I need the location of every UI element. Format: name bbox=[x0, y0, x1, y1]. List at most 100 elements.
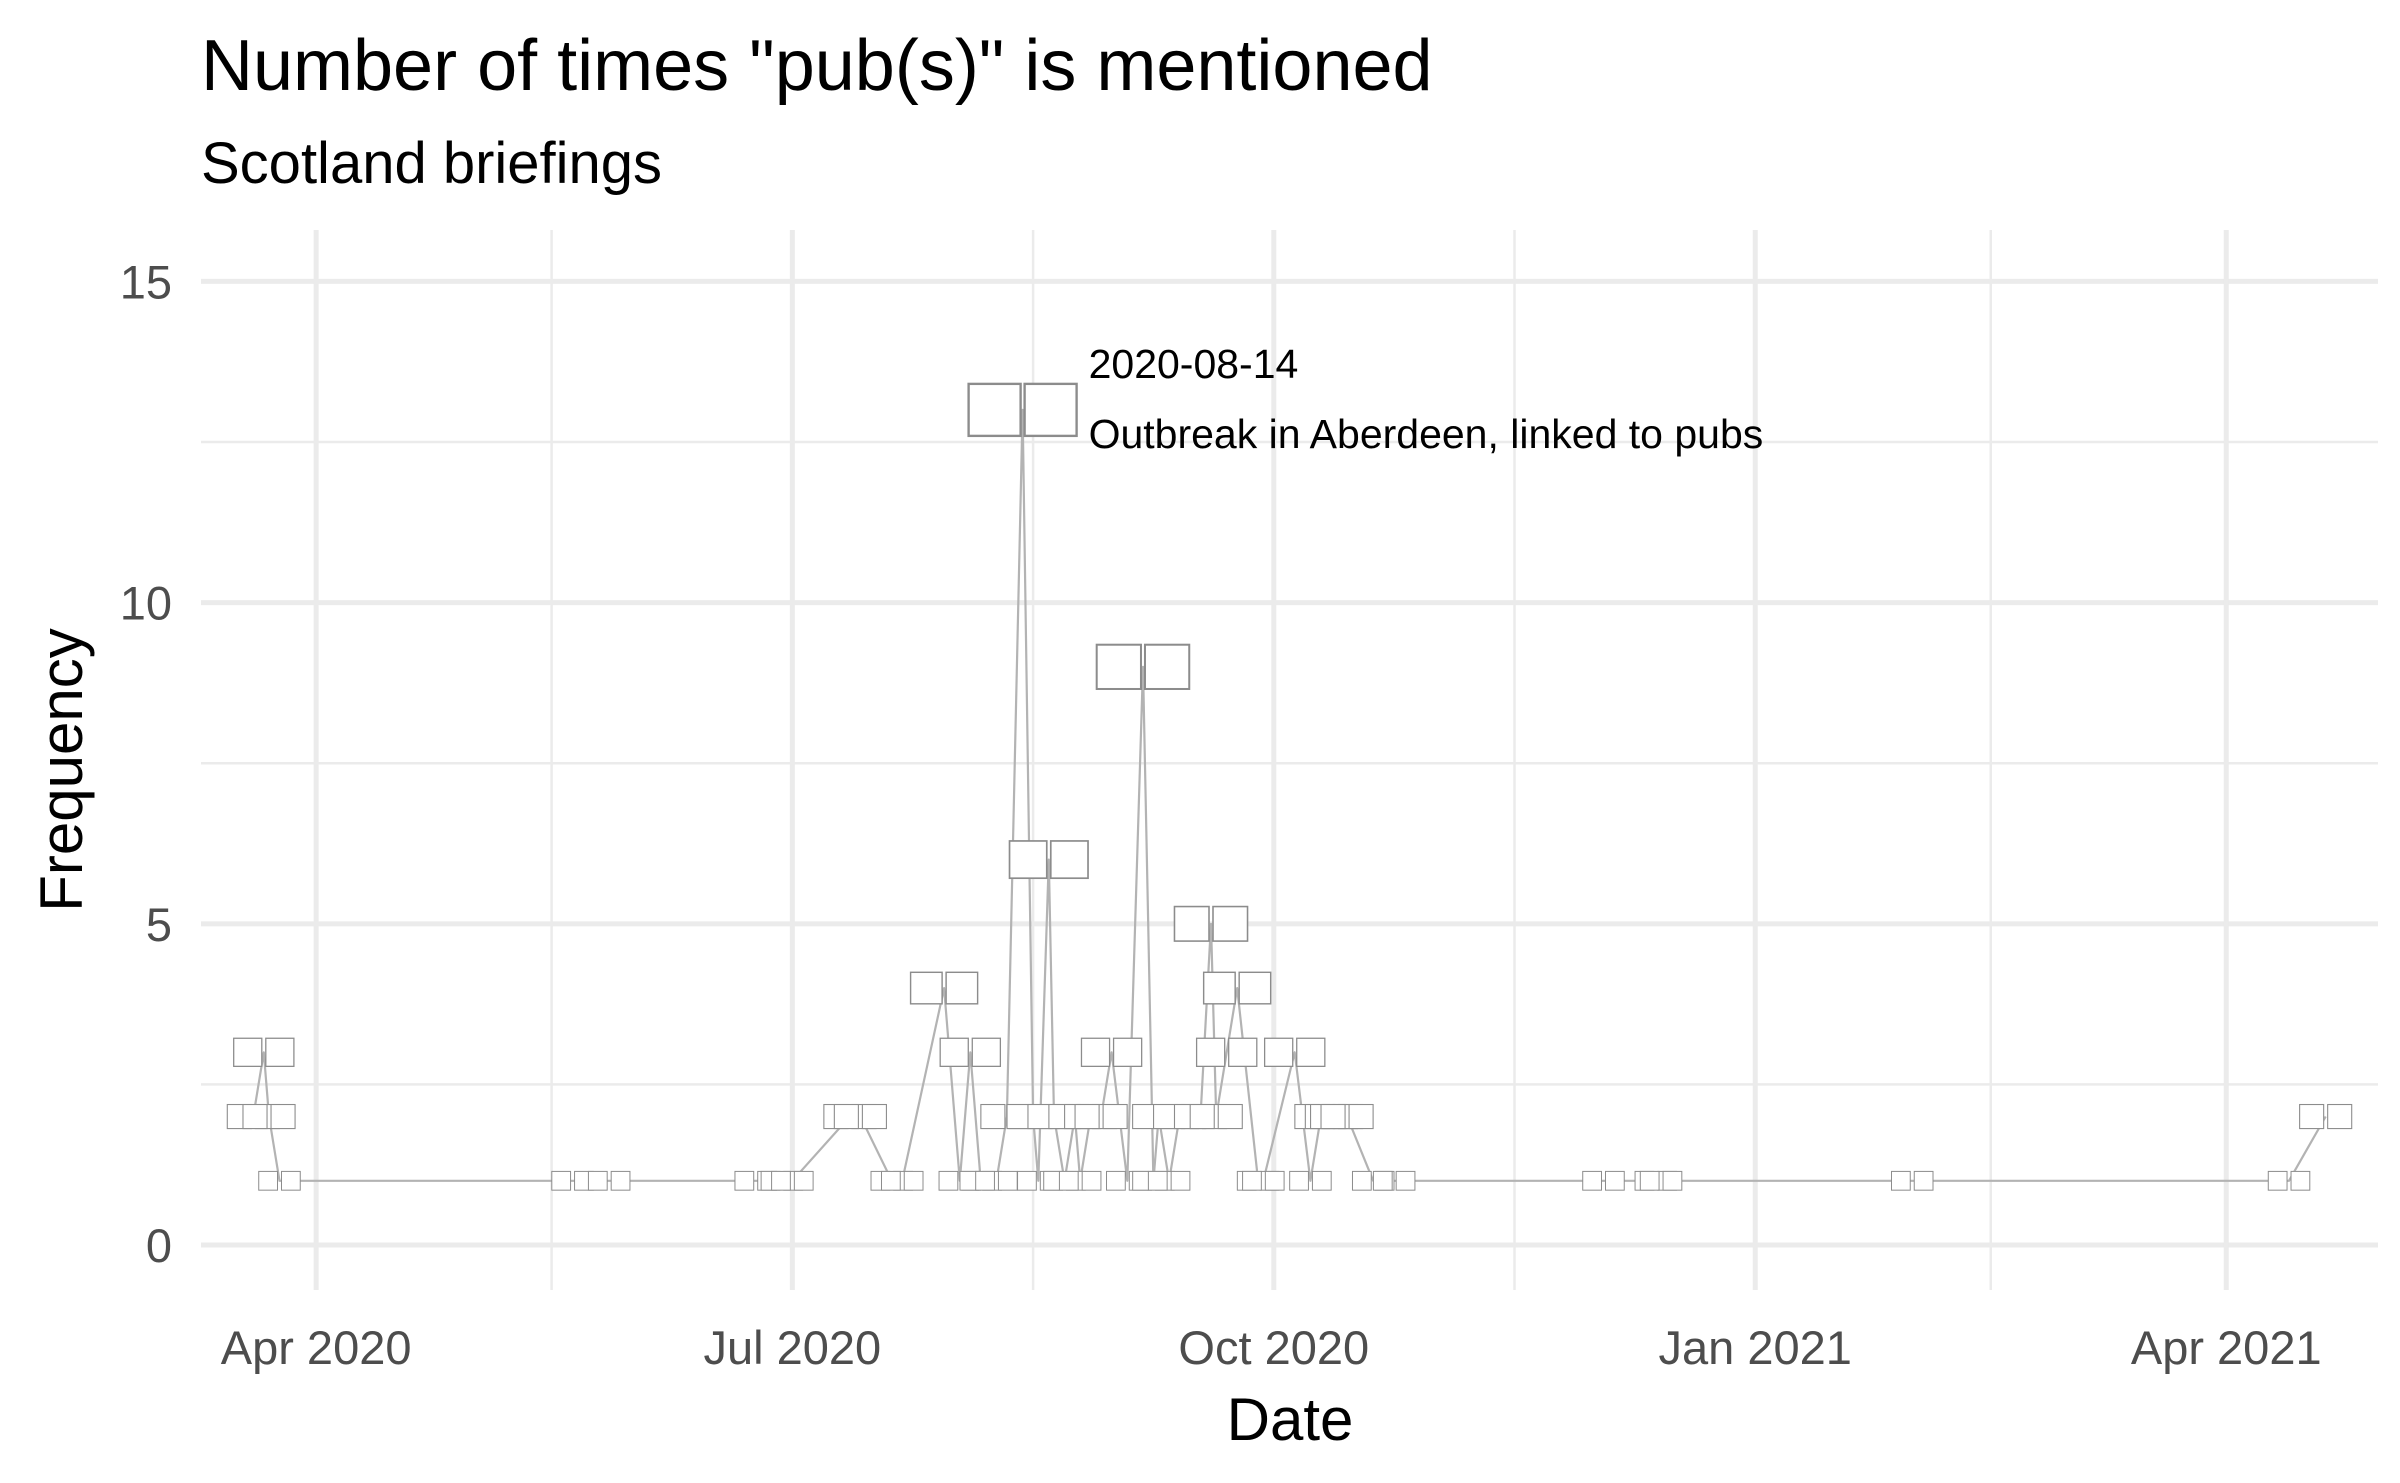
point-label-box-right bbox=[270, 1103, 296, 1130]
point-label-box-left bbox=[587, 1170, 608, 1191]
point-label-box-left bbox=[242, 1103, 268, 1130]
point-label-box-left bbox=[1582, 1170, 1602, 1191]
point-label-box-left bbox=[1132, 1103, 1158, 1130]
point-label-box-right bbox=[1228, 1037, 1258, 1067]
point-label-box-left bbox=[734, 1170, 755, 1191]
point-label bbox=[975, 1170, 1018, 1191]
y-tick-label: 5 bbox=[146, 898, 172, 951]
point-label bbox=[967, 382, 1078, 438]
point-label bbox=[242, 1103, 296, 1130]
x-tick-label: Apr 2020 bbox=[221, 1321, 412, 1374]
chart-subtitle: Scotland briefings bbox=[201, 131, 662, 196]
point-label bbox=[939, 1037, 1002, 1067]
point-label-box-right bbox=[1102, 1103, 1128, 1130]
point-label bbox=[2299, 1103, 2353, 1130]
point-label-box-left bbox=[233, 1037, 263, 1067]
point-label-box-left bbox=[939, 1037, 969, 1067]
chart-title: Number of times "pub(s)" is mentioned bbox=[201, 26, 1433, 106]
point-label-box-left bbox=[1639, 1170, 1660, 1191]
point-label-box-right bbox=[1023, 382, 1078, 438]
point-label bbox=[1195, 1037, 1258, 1067]
point-label-box-left bbox=[1263, 1037, 1294, 1067]
point-label-box-right bbox=[280, 1170, 301, 1191]
x-tick-label: Jul 2020 bbox=[703, 1321, 881, 1374]
point-label-box-right bbox=[1081, 1170, 1102, 1191]
point-label-box-right bbox=[1049, 840, 1089, 880]
point-label-box-left bbox=[967, 382, 1022, 438]
point-label-box-left bbox=[1074, 1103, 1100, 1130]
point-label-box-left bbox=[2267, 1170, 2288, 1191]
point-label-box-right bbox=[861, 1103, 887, 1130]
point-label-box-left bbox=[1080, 1037, 1111, 1067]
point-label-box-right bbox=[610, 1170, 631, 1191]
x-tick-label: Jan 2021 bbox=[1659, 1321, 1852, 1374]
point-label-box-left bbox=[771, 1170, 791, 1191]
point-label bbox=[1320, 1103, 1374, 1130]
point-label bbox=[833, 1103, 887, 1130]
point-label bbox=[1372, 1170, 1416, 1191]
point-label-box-left bbox=[1173, 905, 1210, 942]
point-label bbox=[1058, 1170, 1102, 1191]
point-label-box-right bbox=[2327, 1103, 2353, 1130]
point-label bbox=[880, 1170, 924, 1191]
annotation-date: 2020-08-14 bbox=[1089, 341, 1299, 387]
point-label-box-left bbox=[1890, 1170, 1911, 1191]
point-label-box-left bbox=[1289, 1170, 1309, 1191]
point-label bbox=[1289, 1170, 1332, 1191]
y-axis-title: Frequency bbox=[28, 628, 95, 911]
point-label-box-left bbox=[1008, 840, 1048, 880]
point-label-box-right bbox=[1395, 1170, 1416, 1191]
point-label-box-right bbox=[1662, 1170, 1683, 1191]
point-label-box-left bbox=[1202, 971, 1236, 1005]
y-tick-label: 15 bbox=[120, 255, 172, 308]
point-label-box-right bbox=[1143, 643, 1191, 690]
point-label-box-right bbox=[1913, 1170, 1934, 1191]
point-label-box-left bbox=[1058, 1170, 1079, 1191]
point-labels bbox=[226, 382, 2353, 1191]
point-label bbox=[1639, 1170, 1683, 1191]
point-label-box-left bbox=[833, 1103, 859, 1130]
point-label bbox=[1189, 1103, 1243, 1130]
point-label bbox=[1008, 840, 1089, 880]
point-label-box-right bbox=[2290, 1170, 2311, 1191]
point-label-box-right bbox=[997, 1170, 1018, 1191]
point-label bbox=[1582, 1170, 1625, 1191]
point-label bbox=[587, 1170, 631, 1191]
point-label bbox=[1080, 1037, 1143, 1067]
point-label-box-right bbox=[1296, 1037, 1326, 1067]
point-label-box-right bbox=[1217, 1103, 1243, 1130]
point-label-box-left bbox=[1106, 1170, 1126, 1191]
point-label bbox=[1263, 1037, 1326, 1067]
annotation-text: Outbreak in Aberdeen, linked to pubs bbox=[1089, 411, 1764, 457]
point-label-box-right bbox=[903, 1170, 924, 1191]
point-label-box-right bbox=[1112, 1037, 1143, 1067]
point-label-box-left bbox=[1320, 1103, 1346, 1130]
point-label-box-right bbox=[1348, 1103, 1374, 1130]
point-label bbox=[258, 1170, 301, 1191]
point-label bbox=[1202, 971, 1272, 1005]
x-axis-title: Date bbox=[1227, 1386, 1354, 1453]
point-label-box-right bbox=[1238, 971, 1272, 1005]
x-tick-label: Oct 2020 bbox=[1178, 1321, 1369, 1374]
point-label-box-left bbox=[1372, 1170, 1393, 1191]
point-label-box-left bbox=[1189, 1103, 1215, 1130]
point-label-box-right bbox=[1311, 1170, 1332, 1191]
point-label bbox=[771, 1170, 814, 1191]
point-label-box-left bbox=[258, 1170, 278, 1191]
grid bbox=[201, 230, 2378, 1290]
point-label bbox=[909, 971, 979, 1005]
y-tick-label: 10 bbox=[120, 577, 172, 630]
point-label-box-left bbox=[975, 1170, 995, 1191]
point-label bbox=[1890, 1170, 1934, 1191]
point-label-box-right bbox=[971, 1037, 1002, 1067]
point-label-box-left bbox=[1017, 1170, 1037, 1191]
point-label bbox=[1147, 1170, 1191, 1191]
point-label bbox=[1173, 905, 1249, 942]
y-tick-label: 0 bbox=[146, 1219, 172, 1272]
point-label-box-right bbox=[1264, 1170, 1285, 1191]
point-label-box-left bbox=[2299, 1103, 2325, 1130]
point-label-box-right bbox=[1604, 1170, 1625, 1191]
point-label-box-left bbox=[1147, 1170, 1168, 1191]
